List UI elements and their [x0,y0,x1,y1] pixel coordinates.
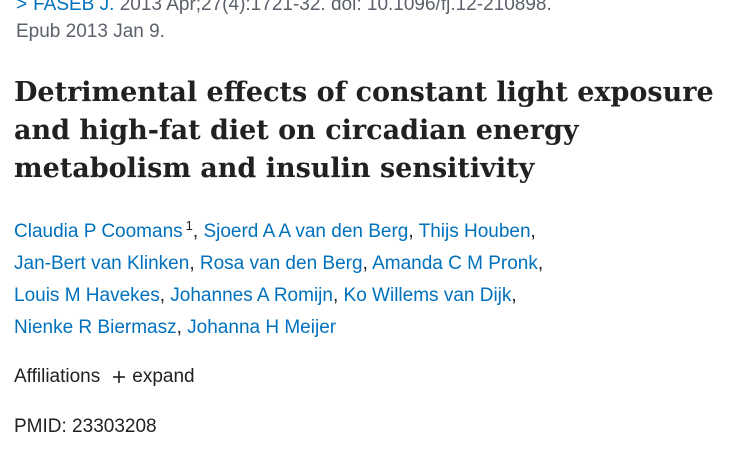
author-link[interactable]: Johannes A Romijn [170,285,333,306]
author-row: Claudia P Coomans 1, Sjoerd A A van den B… [14,217,536,242]
epub-date: Epub 2013 Jan 9. [16,21,165,42]
author-link[interactable]: Amanda C M Pronk [372,253,538,274]
author-link[interactable]: Nienke R Biermasz [14,317,177,338]
author-link[interactable]: Sjoerd A A van den Berg [203,221,409,242]
affiliations-label: Affiliations [14,366,101,387]
author-link[interactable]: Louis M Havekes [14,285,160,306]
author-link[interactable]: Thijs Houben [418,221,531,242]
journal-name: FASEB J. [33,0,115,15]
citation-details: 2013 Apr;27(4):1721-32. doi: 10.1096/fj.… [119,0,552,15]
citation-line: > FASEB J. 2013 Apr;27(4):1721-32. doi: 1… [16,0,552,22]
author-list: Claudia P Coomans 1, Sjoerd A A van den B… [14,216,734,344]
affiliation-marker[interactable]: 1 [185,217,193,233]
author-link[interactable]: Jan-Bert van Klinken [14,253,190,274]
expand-label: expand [132,366,195,387]
author-link[interactable]: Claudia P Coomans [14,221,183,242]
author-row: Louis M Havekes, Johannes A Romijn, Ko W… [14,285,517,306]
author-row: Nienke R Biermasz, Johanna H Meijer [14,317,337,338]
author-link[interactable]: Ko Willems van Dijk [343,285,512,306]
author-link[interactable]: Johanna H Meijer [187,317,337,338]
journal-link[interactable]: > FASEB J. [16,0,114,15]
article-title: Detrimental effects of constant light ex… [14,77,714,184]
author-link[interactable]: Rosa van den Berg [199,253,363,274]
author-row: Jan-Bert van Klinken, Rosa van den Berg,… [14,253,544,274]
expand-affiliations-button[interactable]: expand [112,366,195,388]
plus-icon [113,371,126,383]
chevron-right-icon: > [16,0,28,15]
affiliations-section: Affiliations expand [14,366,195,388]
pmid: PMID: 23303208 [14,416,157,437]
